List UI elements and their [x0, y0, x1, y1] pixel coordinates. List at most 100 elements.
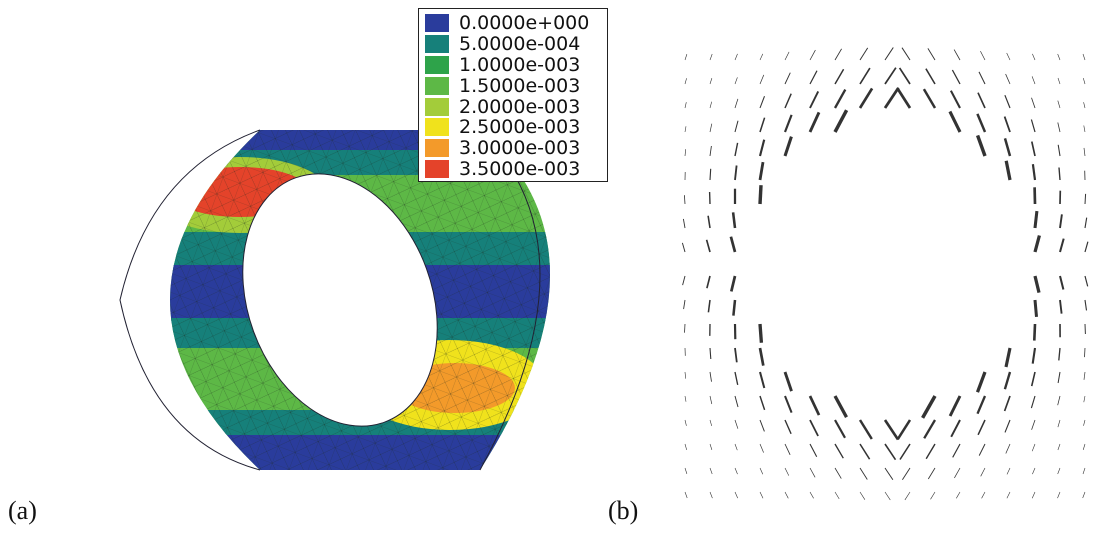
vector-arrow [1032, 142, 1035, 156]
vector-arrow [951, 420, 960, 437]
vector-arrow [710, 102, 712, 108]
legend-swatch [425, 35, 449, 53]
legend-label: 0.0000e+000 [459, 12, 589, 34]
vector-arrow [835, 90, 845, 108]
vector-arrow [1035, 300, 1037, 317]
vector-arrow [1032, 492, 1035, 498]
vector-arrow [1085, 348, 1086, 357]
vector-arrow [860, 420, 872, 439]
legend-entry: 3.0000e-003 [425, 138, 601, 159]
vector-arrow [685, 78, 687, 84]
panel-label-b: (b) [608, 496, 638, 526]
vector-arrow [977, 114, 985, 132]
vector-arrow [710, 124, 712, 132]
vector-arrow [785, 73, 790, 84]
vector-arrow [810, 420, 818, 436]
legend-swatch [425, 98, 449, 116]
vector-arrow [735, 468, 738, 474]
legend-swatch [425, 118, 449, 136]
vector-arrow [885, 68, 896, 84]
vector-arrow [785, 115, 792, 132]
vector-arrow [685, 420, 686, 426]
vector-arrow [1060, 300, 1062, 314]
vector-arrow [685, 372, 686, 379]
vector-arrow [1085, 242, 1088, 252]
vector-arrow [733, 212, 735, 228]
vector-arrow [683, 276, 685, 285]
vector-arrow [1059, 348, 1060, 360]
vector-arrow [735, 121, 738, 132]
vector-arrow [835, 444, 843, 458]
vector-arrow [707, 276, 710, 288]
vector-arrow [735, 444, 737, 450]
vector-arrow [1035, 211, 1037, 228]
vector-arrow [710, 444, 712, 450]
vector-arrow [760, 185, 761, 204]
vector-arrow [978, 420, 985, 435]
vector-arrow [733, 300, 735, 316]
vector-arrow [735, 143, 738, 156]
vector-arrow [951, 91, 960, 108]
vector-arrow [900, 68, 910, 84]
legend-label: 2.0000e-003 [459, 96, 580, 118]
vector-arrow [760, 396, 765, 410]
vector-arrow [860, 88, 872, 108]
vector-arrow [710, 348, 711, 359]
vector-arrow [685, 492, 687, 498]
vector-arrow [1084, 102, 1085, 108]
vector-arrow [785, 396, 792, 413]
vector-arrow [1006, 348, 1010, 367]
legend-entry: 3.5000e-003 [425, 159, 601, 180]
vector-arrow [760, 140, 764, 156]
vector-arrow [1006, 444, 1010, 454]
vector-arrow [1007, 492, 1010, 498]
vector-arrow [1005, 372, 1010, 389]
vector-arrow [1034, 324, 1035, 341]
vector-arrow [1005, 95, 1010, 108]
vector-arrow [760, 75, 764, 84]
vector-arrow [978, 396, 986, 414]
vector-arrow [1085, 300, 1087, 310]
vector-arrow [685, 102, 686, 108]
vector-arrow [1084, 372, 1085, 380]
vector-arrow [735, 54, 738, 60]
vector-arrow [978, 372, 986, 392]
vector-arrow [1031, 396, 1035, 408]
vector-arrow [885, 492, 890, 500]
vector-arrow [931, 492, 936, 499]
vector-arrow [1035, 236, 1039, 253]
vector-arrow [1058, 396, 1060, 405]
vector-arrow [735, 372, 738, 385]
vector-arrow [1060, 214, 1062, 228]
vector-arrow [735, 396, 738, 407]
vector-arrow [1085, 276, 1088, 286]
vector-arrow [835, 468, 841, 479]
vector-arrow [760, 162, 763, 180]
vector-arrow [924, 89, 935, 108]
vector-arrow [760, 118, 765, 132]
vector-arrow [683, 219, 685, 228]
vector-arrow [1083, 78, 1085, 84]
vector-arrow [860, 444, 870, 459]
vector-arrow [785, 372, 792, 391]
legend-swatch [425, 160, 449, 178]
vector-arrow [954, 50, 960, 60]
vector-arrow [760, 54, 763, 60]
legend-swatch [425, 139, 449, 157]
legend-entry: 5.0000e-004 [425, 34, 601, 55]
legend-entry: 1.5000e-003 [425, 75, 601, 96]
vector-arrow [835, 49, 842, 60]
vector-arrow [1031, 120, 1035, 133]
vector-arrow [835, 396, 847, 417]
vector-arrow [810, 492, 814, 498]
vector-arrow [710, 372, 712, 382]
vector-arrow [685, 396, 686, 402]
vector-arrow [1032, 98, 1036, 108]
vector-field-plot [640, 0, 1110, 535]
vector-arrow [735, 166, 737, 181]
vector-arrow [1007, 53, 1010, 60]
vector-arrow [684, 195, 685, 204]
vector-arrow [760, 444, 764, 453]
vector-arrow [731, 276, 735, 291]
vector-arrow [1059, 168, 1060, 181]
